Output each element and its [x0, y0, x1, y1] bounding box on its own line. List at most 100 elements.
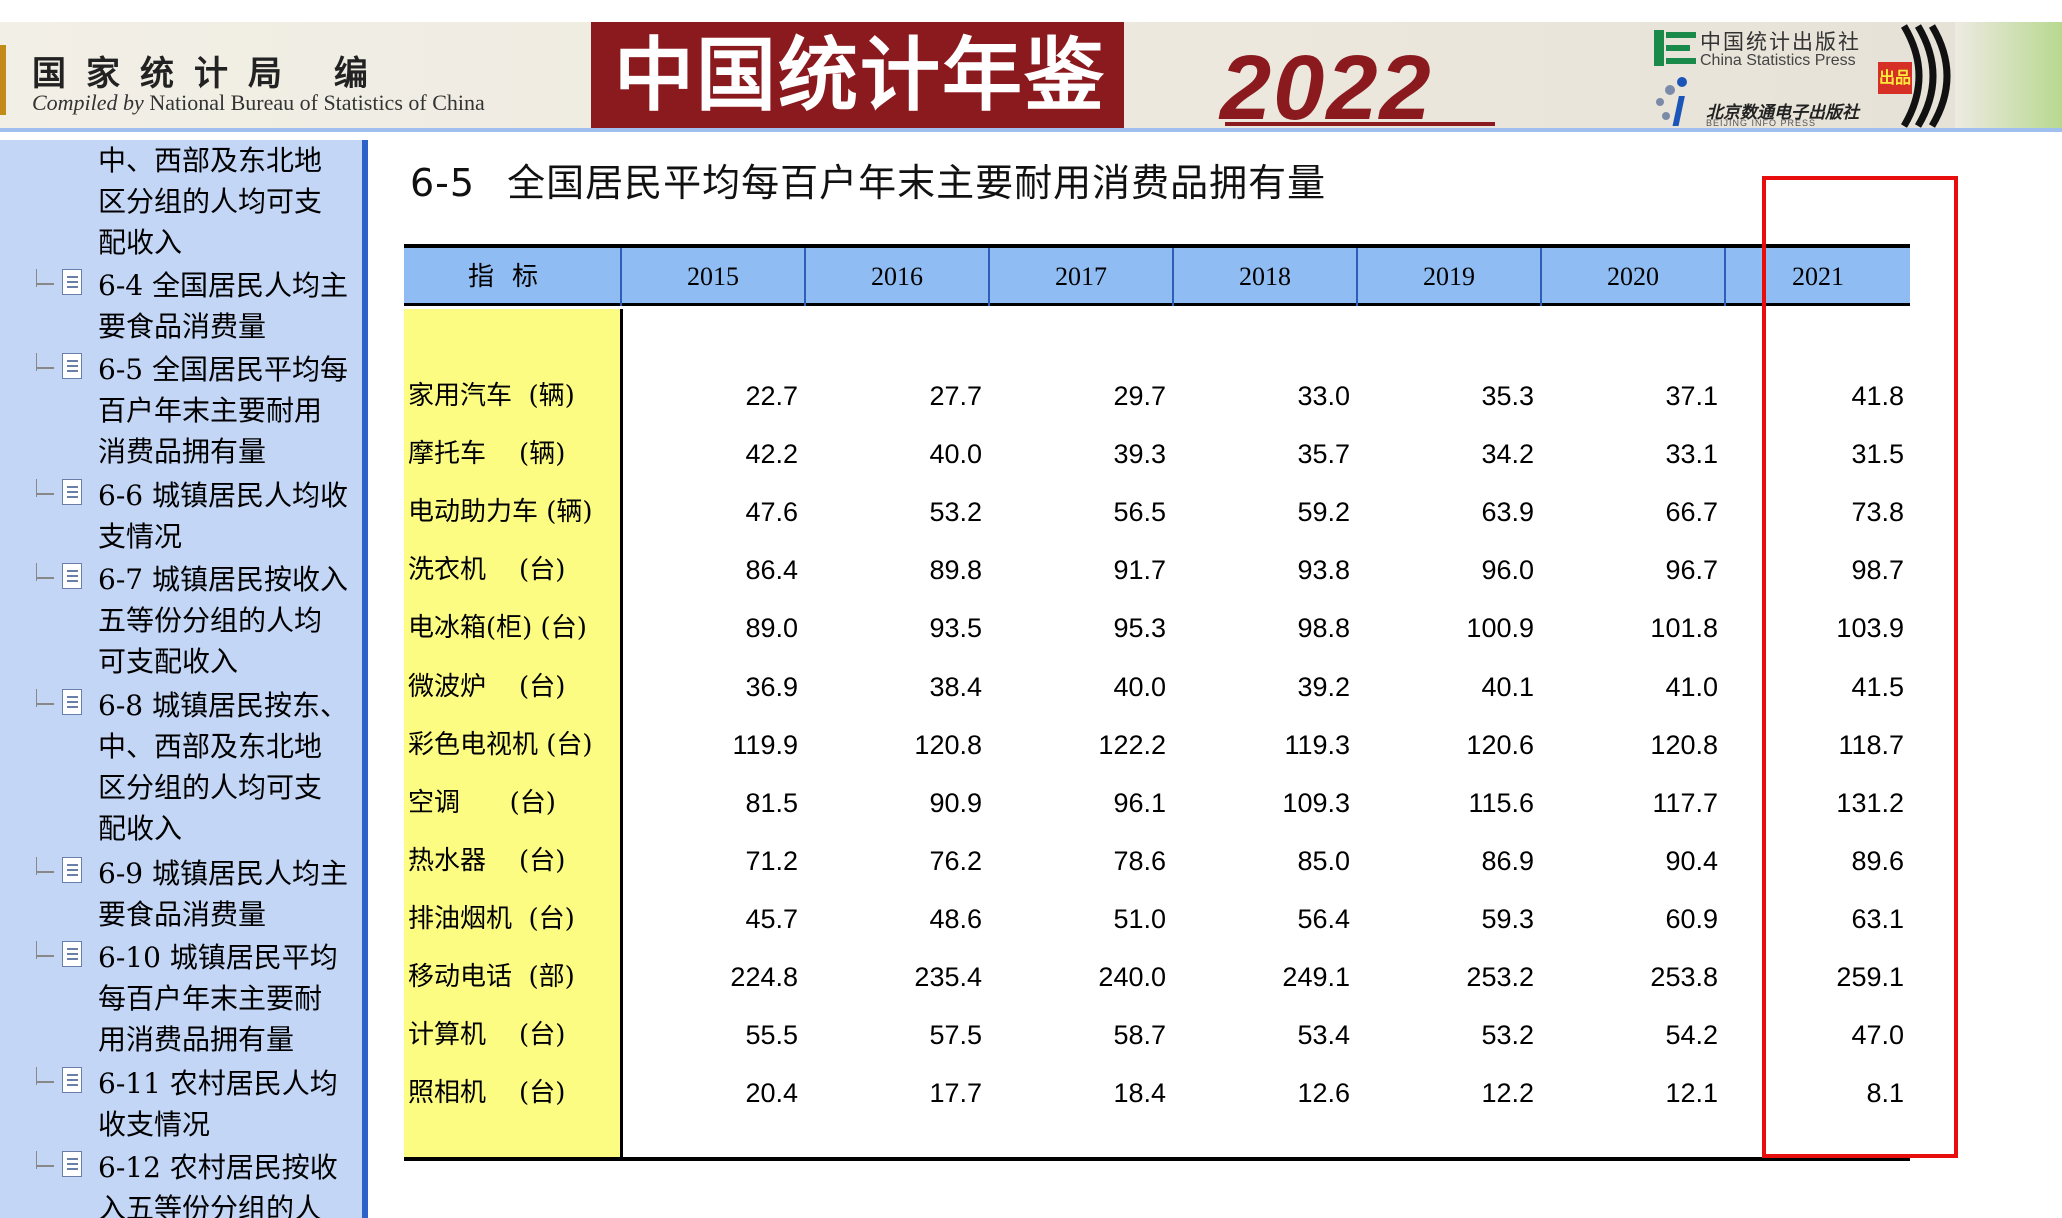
- row-label: 摩托车 (辆): [408, 439, 566, 470]
- table-cell-2016: 120.8: [914, 729, 982, 760]
- banner-accent-bar: [0, 45, 6, 115]
- table-cell-2018: 39.2: [1297, 671, 1350, 702]
- table-row: 计算机 (台) 55.5 57.5 58.7 53.4 53.2 54.2 47.0: [404, 1006, 1910, 1064]
- table-cell-2015: 86.4: [745, 555, 798, 586]
- table-cell-2019: 86.9: [1481, 845, 1534, 876]
- row-label: 电动助力车 (辆): [408, 497, 593, 528]
- table-cell-2017: 56.5: [1113, 497, 1166, 528]
- table-cell-2020: 60.9: [1665, 903, 1718, 934]
- row-label: 照相机 (台): [408, 1078, 566, 1109]
- header-separator: [1724, 248, 1726, 306]
- table-cell-2018: 109.3: [1282, 787, 1350, 818]
- table-cell-2019: 96.0: [1481, 555, 1534, 586]
- table-number: 6-5: [410, 161, 476, 205]
- document-icon: [62, 479, 82, 505]
- table-row: 排油烟机 (台) 45.7 48.6 51.0 56.4 59.3 60.9 63.1: [404, 890, 1910, 948]
- table-cell-2016: 27.7: [929, 381, 982, 411]
- yearbook-title-box: [591, 22, 1124, 130]
- nav-item-label[interactable]: 6-9 城镇居民人均主 要食品消费量: [98, 857, 348, 931]
- table-cell-2016: 38.4: [929, 671, 982, 702]
- table-cell-2018: 93.8: [1297, 555, 1350, 586]
- table-cell-2017: 29.7: [1113, 381, 1166, 411]
- tree-connector: [36, 283, 54, 285]
- table-cell-2021: 73.8: [1851, 497, 1904, 528]
- table-cell-2019: 120.6: [1466, 729, 1534, 760]
- table-cell-2016: 17.7: [929, 1078, 982, 1109]
- nav-item-label[interactable]: 中、西部及东北地 区分组的人均可支 配收入: [98, 144, 323, 259]
- row-label: 空调 (台): [408, 787, 556, 818]
- compiled-suffix: National Bureau of Statistics of China: [143, 90, 485, 115]
- table-cell-2021: 41.5: [1851, 671, 1904, 702]
- table-cell-2018: 56.4: [1297, 903, 1350, 934]
- highlight-2021-column: [1762, 176, 1958, 1158]
- table-cell-2017: 96.1: [1113, 787, 1166, 818]
- table-cell-2016: 53.2: [929, 497, 982, 528]
- table-cell-2019: 34.2: [1481, 439, 1534, 470]
- row-label: 移动电话 (部): [408, 962, 575, 992]
- table-cell-2021: 98.7: [1851, 555, 1904, 586]
- indicator-column: [404, 309, 620, 1159]
- header-separator: [988, 248, 990, 306]
- table-cell-2021: 103.9: [1836, 613, 1904, 644]
- header-separator: [1356, 248, 1358, 306]
- nav-item-label[interactable]: 6-4 全国居民人均主 要食品消费量: [98, 269, 348, 343]
- nav-item-label[interactable]: 6-11 农村居民人均 收支情况: [98, 1067, 338, 1141]
- chupin-badge: 出品: [1878, 62, 1912, 94]
- info-press-logo-icon: [1656, 77, 1687, 126]
- document-icon: [62, 563, 82, 589]
- tree-connector: [36, 1081, 54, 1083]
- table-top-rule: [404, 244, 1910, 248]
- header-separator: [804, 248, 806, 306]
- tree-connector: [36, 1165, 54, 1167]
- table-cell-2020: 96.7: [1665, 555, 1718, 586]
- table-cell-2015: 119.9: [732, 729, 798, 760]
- tree-connector-vertical: [36, 353, 37, 371]
- document-icon: [62, 1067, 82, 1093]
- table-cell-2017: 40.0: [1113, 671, 1166, 702]
- table-cell-2020: 120.8: [1650, 729, 1718, 760]
- table-cell-2015: 224.8: [730, 962, 798, 992]
- publisher-name-cn: 中国统计出版社: [1700, 30, 1861, 54]
- nav-item-label[interactable]: 6-8 城镇居民按东、 中、西部及东北地 区分组的人均可支 配收入: [98, 689, 348, 845]
- compiled-prefix: Compiled by: [32, 90, 144, 115]
- banner-green-fade: [1955, 22, 2062, 128]
- table-cell-2017: 240.0: [1098, 962, 1166, 992]
- table-cell-2017: 78.6: [1113, 845, 1166, 876]
- table-cell-2019: 115.6: [1468, 787, 1534, 818]
- table-cell-2020: 90.4: [1665, 845, 1718, 876]
- document-icon: [62, 353, 82, 379]
- nav-item-label[interactable]: 6-6 城镇居民人均收 支情况: [98, 479, 348, 553]
- data-table: 指标 2015 2016 2017 2018 2019 2020 2021 家用…: [404, 244, 1910, 1184]
- nav-item-label[interactable]: 6-12 农村居民按收 入五等份分组的人: [98, 1151, 338, 1218]
- header-year-2021: 2021: [1792, 262, 1844, 291]
- table-cell-2018: 98.8: [1297, 613, 1350, 644]
- table-cell-2018: 33.0: [1297, 381, 1350, 411]
- table-cell-2019: 40.1: [1481, 671, 1534, 702]
- content-margin: [368, 140, 402, 1218]
- tree-connector: [36, 703, 54, 705]
- table-cell-2018: 35.7: [1297, 439, 1350, 470]
- tree-connector: [36, 955, 54, 957]
- editor-credit: 国家统计局 编: [32, 54, 388, 94]
- tree-connector-vertical: [36, 1151, 37, 1169]
- table-cell-2017: 51.0: [1113, 903, 1166, 934]
- nav-item-label[interactable]: 6-5 全国居民平均每 百户年末主要耐用 消费品拥有量: [98, 353, 348, 468]
- table-cell-2018: 12.6: [1297, 1078, 1350, 1109]
- tree-connector: [36, 493, 54, 495]
- nav-item-label[interactable]: 6-10 城镇居民平均 每百户年末主要耐 用消费品拥有量: [98, 941, 338, 1056]
- row-label: 家用汽车 (辆): [408, 381, 575, 411]
- document-icon: [62, 269, 82, 295]
- table-cell-2021: 118.7: [1838, 729, 1904, 760]
- header-year-2018: 2018: [1239, 262, 1291, 291]
- table-cell-2016: 57.5: [929, 1020, 982, 1051]
- tree-connector-vertical: [36, 857, 37, 875]
- header-year-2016: 2016: [871, 262, 923, 291]
- compiled-by-line: Compiled by National Bureau of Statistic…: [32, 90, 485, 116]
- table-cell-2015: 81.5: [745, 787, 798, 818]
- table-cell-2021: 31.5: [1851, 439, 1904, 470]
- table-row: 移动电话 (部) 224.8 235.4 240.0 249.1 253.2 253.8 25…: [404, 948, 1910, 1006]
- header-year-2017: 2017: [1055, 262, 1107, 291]
- table-cell-2021: 89.6: [1851, 845, 1904, 876]
- tree-connector: [36, 871, 54, 873]
- nav-item-label[interactable]: 6-7 城镇居民按收入 五等份分组的人均 可支配收入: [98, 563, 348, 678]
